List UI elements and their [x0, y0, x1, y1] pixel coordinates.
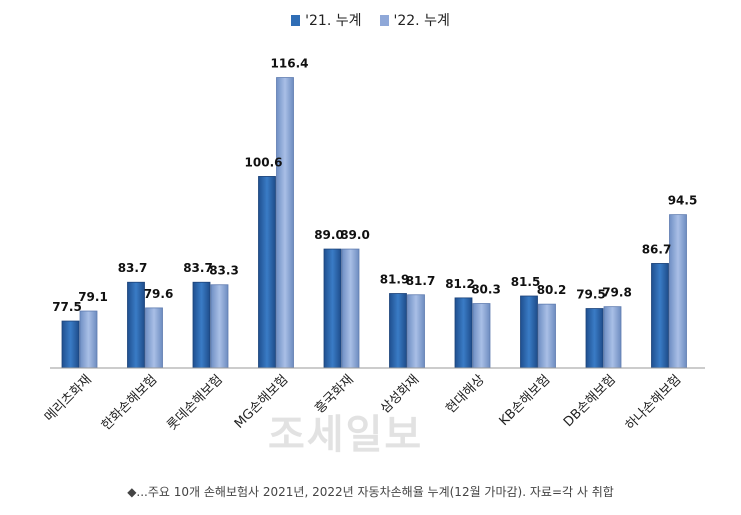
value-label-2022-2: 83.3	[209, 264, 239, 278]
value-label-2022-6: 80.3	[471, 283, 501, 297]
legend-label-2021: '21. 누계	[305, 13, 362, 29]
value-label-2022-9: 94.5	[668, 194, 698, 208]
bar-2021-6	[454, 297, 473, 369]
value-label-2021-5: 81.9	[380, 273, 410, 287]
bar-2021-4	[323, 248, 342, 369]
legend-swatch-2022	[379, 14, 389, 26]
bar-2021-0	[61, 320, 80, 369]
value-label-2021-4: 89.0	[314, 228, 344, 242]
legend-item-2021: '21. 누계	[291, 10, 362, 30]
x-tick-label-8: DB손해보험	[561, 372, 619, 430]
legend-item-2022: '22. 누계	[379, 10, 450, 30]
bar-2021-1	[127, 281, 145, 369]
x-tick-label-6: 현대해상	[443, 372, 487, 416]
chart-caption: ◆...주요 10개 손해보험사 2021년, 2022년 자동차손해율 누계(…	[127, 485, 614, 499]
bar-2022-8	[603, 306, 622, 369]
value-label-2021-0: 77.5	[52, 300, 82, 314]
legend-label-2022: '22. 누계	[393, 13, 450, 29]
x-tick-label-7: KB손해보험	[497, 372, 554, 429]
bar-2022-1	[145, 307, 163, 369]
value-label-2021-8: 79.5	[576, 288, 606, 302]
legend: '21. 누계 '22. 누계	[0, 10, 741, 30]
watermark: 조세일보	[268, 412, 424, 458]
value-label-2021-1: 83.7	[118, 261, 148, 275]
bar-2022-9	[669, 214, 687, 369]
legend-swatch-2021	[291, 14, 301, 26]
bar-2021-5	[389, 293, 407, 369]
x-tick-label-0: 메리츠화재	[42, 372, 95, 425]
bar-2022-2	[210, 284, 229, 369]
bar-2022-5	[407, 294, 425, 369]
value-label-group: 77.579.183.779.683.783.3100.6116.489.089…	[52, 57, 697, 315]
bar-group	[61, 77, 687, 369]
value-label-2022-7: 80.2	[537, 283, 567, 297]
value-label-2022-5: 81.7	[406, 274, 436, 288]
x-tick-label-9: 하나손해보험	[623, 372, 684, 433]
bar-2022-6	[472, 303, 491, 369]
value-label-2021-2: 83.7	[183, 261, 213, 275]
bar-2021-8	[585, 308, 604, 369]
value-label-2021-9: 86.7	[642, 242, 672, 256]
bar-2021-9	[651, 263, 669, 369]
value-label-2022-0: 79.1	[78, 290, 108, 304]
x-tick-label-2: 롯데손해보험	[164, 372, 225, 433]
value-label-2021-3: 100.6	[245, 155, 283, 169]
value-label-2022-4: 89.0	[340, 228, 370, 242]
x-tick-label-1: 한화손해보험	[99, 372, 160, 433]
bar-2022-0	[79, 310, 98, 369]
value-label-2022-8: 79.8	[602, 286, 632, 300]
value-label-2022-3: 116.4	[271, 57, 309, 71]
bar-2022-4	[341, 248, 360, 369]
value-label-2022-1: 79.6	[144, 287, 174, 301]
bar-2022-3	[276, 77, 294, 369]
bar-2021-2	[192, 281, 211, 369]
bar-2021-7	[520, 295, 538, 369]
bar-2022-7	[538, 303, 556, 369]
value-label-2021-7: 81.5	[511, 275, 541, 289]
bar-2021-3	[258, 176, 276, 369]
value-label-2021-6: 81.2	[445, 277, 475, 291]
